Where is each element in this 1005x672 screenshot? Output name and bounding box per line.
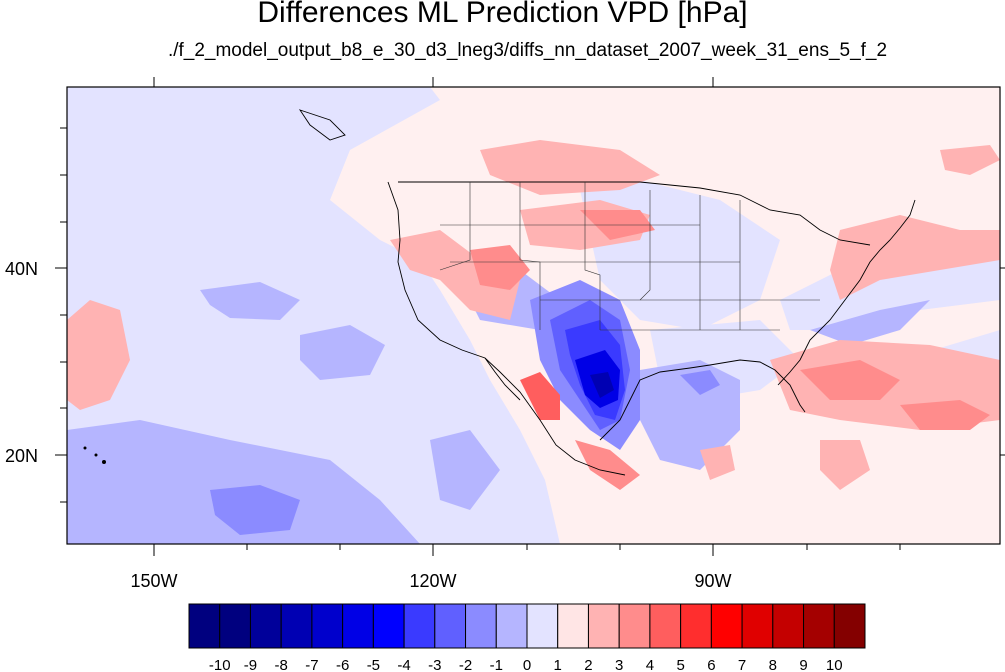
colorbar-swatch — [249, 603, 282, 649]
lat-label-20n: 20N — [5, 446, 38, 466]
colorbar-swatch — [680, 603, 712, 649]
colorbar-swatch — [741, 603, 774, 649]
colorbar — [188, 603, 866, 649]
colorbar-tick-label: -7 — [305, 657, 318, 672]
colorbar-tick-label: -8 — [275, 657, 288, 672]
lat-label-40n: 40N — [5, 259, 38, 279]
colorbar-tick-label: 0 — [523, 657, 531, 672]
colorbar-swatch — [557, 603, 589, 649]
colorbar-swatch — [649, 603, 682, 649]
colorbar-swatch — [311, 603, 344, 649]
colorbar-swatch — [188, 603, 221, 649]
colorbar-tick-label: 1 — [554, 657, 562, 672]
colorbar-tick-label: 8 — [769, 657, 777, 672]
colorbar-swatch — [403, 603, 436, 649]
axis-ticks — [55, 77, 1005, 556]
coastlines — [298, 109, 916, 476]
colorbar-tick-label: -2 — [459, 657, 472, 672]
lon-label-150w: 150W — [130, 571, 177, 591]
colorbar-tick-label: -9 — [244, 657, 257, 672]
colorbar-tick-label: 4 — [646, 657, 654, 672]
lon-label-90w: 90W — [694, 571, 731, 591]
colorbar-swatch — [587, 603, 620, 649]
hawaii-islands — [83, 446, 106, 464]
map-subtitle: ./f_2_model_output_b8_e_30_d3_lneg3/diff… — [167, 40, 888, 61]
colorbar-tick-label: -3 — [428, 657, 441, 672]
colorbar-swatch — [618, 603, 651, 649]
colorbar-swatch — [465, 603, 497, 649]
colorbar-tick-label: 3 — [615, 657, 623, 672]
colorbar-tick-label: 6 — [707, 657, 715, 672]
vpd-difference-field — [67, 87, 1000, 544]
colorbar-swatch — [803, 603, 835, 649]
colorbar-swatch — [710, 603, 743, 649]
colorbar-tick-label: -10 — [209, 657, 231, 672]
colorbar-swatch — [342, 603, 374, 649]
colorbar-swatch — [526, 603, 559, 649]
colorbar-tick-label: 5 — [676, 657, 684, 672]
colorbar-swatch — [280, 603, 313, 649]
colorbar-tick-label: 2 — [584, 657, 592, 672]
colorbar-labels: -10 -9 -8 -7 -6 -5 -4 -3 -2 -1 0 1 2 3 4 5 6 7 8 9 10 — [209, 657, 843, 672]
colorbar-tick-label: -6 — [336, 657, 349, 672]
colorbar-tick-label: -5 — [367, 657, 380, 672]
colorbar-tick-label: 7 — [738, 657, 746, 672]
colorbar-swatch — [372, 603, 405, 649]
state-borders — [439, 182, 820, 331]
colorbar-swatch — [219, 603, 251, 649]
colorbar-tick-label: 9 — [799, 657, 807, 672]
colorbar-tick-label: -1 — [490, 657, 503, 672]
colorbar-swatch — [772, 603, 805, 649]
colorbar-swatch — [495, 603, 528, 649]
colorbar-tick-label: 10 — [826, 657, 843, 672]
map-title: Differences ML Prediction VPD [hPa] — [257, 0, 748, 29]
colorbar-tick-label: -4 — [397, 657, 410, 672]
lon-label-120w: 120W — [409, 571, 456, 591]
colorbar-swatch — [434, 603, 467, 649]
colorbar-swatch — [833, 603, 866, 649]
